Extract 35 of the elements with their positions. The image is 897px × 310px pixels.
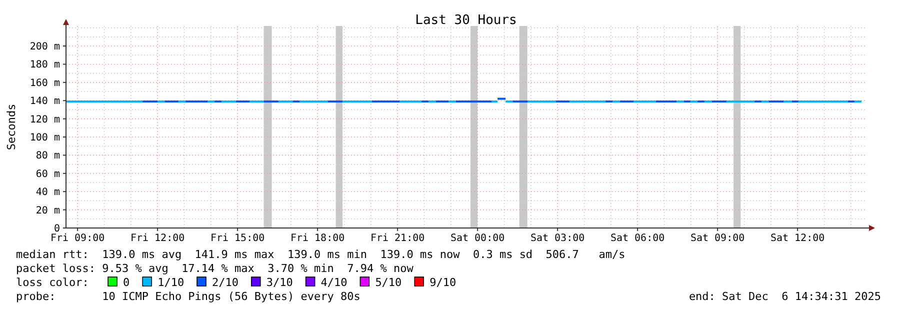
text: packet loss: 9.53 % avg 17.14 % max 3.70 % min 7.94 % now	[16, 262, 414, 275]
x-tick-label: Sat 09:00	[690, 233, 745, 244]
text: end: Sat Dec 6 14:34:31 2025	[688, 290, 881, 303]
x-tick-label: Fri 15:00	[210, 233, 265, 244]
text: probe: 10 ICMP Echo Pings (56 Bytes) every 80s	[16, 290, 360, 303]
y-tick-label: 0	[54, 224, 60, 234]
legend-label: 0	[123, 276, 130, 289]
x-tick-label: Fri 18:00	[290, 233, 345, 244]
legend-label: 2/10	[212, 276, 238, 289]
x-tick-label: Sat 03:00	[530, 233, 585, 244]
y-tick-label: 60 m	[36, 168, 60, 180]
legend-label: 1/10	[158, 276, 184, 289]
x-tick-label: Sat 00:00	[450, 233, 505, 244]
text: median rtt: 139.0 ms avg 141.9 ms max 139.0 ms min 139.0 ms now 0.3 ms sd 506.7 am/s	[16, 248, 626, 261]
x-tick-label: Fri 21:00	[370, 233, 425, 244]
y-tick-label: 20 m	[36, 205, 60, 216]
legend-label: 4/10	[320, 276, 348, 289]
chart-title: Last 30 Hours	[415, 13, 517, 28]
legend-title: loss color:	[16, 276, 89, 289]
y-tick-label: 120 m	[30, 114, 60, 126]
x-tick-label: Sat 06:00	[610, 233, 665, 244]
y-tick-label: 100 m	[30, 132, 60, 144]
legend-label: 9/10	[430, 276, 456, 289]
y-tick-label: 80 m	[36, 150, 60, 162]
x-tick-label: Fri 09:00	[50, 233, 105, 244]
y-axis-title: Seconds	[5, 104, 18, 150]
y-tick-label: 160 m	[30, 78, 60, 89]
y-tick-label: 140 m	[30, 96, 60, 108]
y-tick-label: 40 m	[36, 187, 60, 198]
legend-label: 5/10	[375, 276, 402, 289]
y-tick-label: 200 m	[30, 42, 60, 53]
x-tick-label: Fri 12:00	[130, 233, 185, 244]
x-tick-label: Sat 12:00	[770, 233, 825, 244]
legend-label: 3/10	[266, 276, 293, 289]
y-tick-label: 180 m	[30, 60, 60, 71]
